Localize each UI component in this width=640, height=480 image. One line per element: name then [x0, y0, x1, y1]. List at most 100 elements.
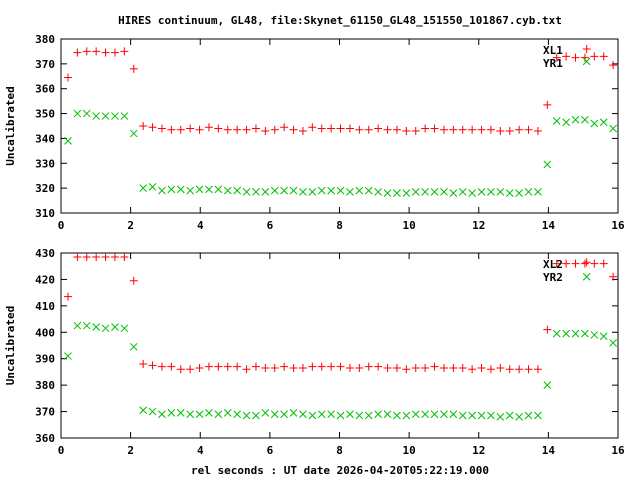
data-point-yr1 [299, 188, 307, 196]
data-point-yr2 [195, 410, 204, 419]
y-tick-label: 340 [35, 132, 55, 145]
data-point-xl1 [486, 125, 495, 134]
x-tick-label: 4 [197, 444, 204, 457]
data-point-yr1 [101, 112, 110, 120]
data-point-xl2 [195, 363, 204, 372]
data-point-yr2 [205, 409, 213, 417]
data-point-yr2 [505, 411, 514, 420]
data-point-xl2 [270, 363, 279, 372]
data-point-yr1 [609, 124, 617, 133]
data-point-yr1 [562, 118, 570, 127]
x-tick-label: 8 [336, 444, 343, 457]
data-point-yr1 [129, 129, 138, 138]
x-tick-label: 6 [267, 219, 274, 232]
data-point-yr2 [299, 410, 307, 419]
x-tick-label: 12 [472, 219, 485, 232]
data-point-xl1 [157, 124, 166, 133]
data-point-xl2 [524, 365, 533, 374]
data-point-yr1 [73, 109, 82, 118]
data-point-yr1 [327, 186, 335, 195]
data-point-xl2 [468, 365, 477, 374]
data-point-xl1 [233, 125, 242, 134]
data-point-xl2 [139, 360, 148, 368]
y-tick-label: 380 [35, 33, 55, 46]
data-point-yr1 [242, 188, 251, 196]
data-point-yr1 [167, 185, 176, 194]
data-point-xl1 [374, 124, 383, 133]
data-point-xl2 [590, 259, 599, 268]
data-point-yr2 [167, 409, 176, 417]
data-point-yr2 [92, 323, 101, 331]
data-point-yr2 [120, 324, 129, 333]
data-point-xl1 [392, 125, 401, 134]
data-point-yr2 [308, 411, 317, 420]
data-point-xl2 [392, 363, 401, 372]
data-point-yr2 [158, 410, 166, 419]
series-yr2 [64, 272, 617, 421]
data-point-yr2 [581, 329, 589, 338]
data-point-xl2 [261, 363, 270, 372]
x-tick-label: 6 [267, 444, 274, 457]
data-point-yr1 [449, 189, 458, 197]
data-point-xl1 [327, 124, 336, 133]
data-point-yr2 [270, 410, 279, 419]
series-xl2 [63, 252, 618, 374]
data-point-yr1 [120, 112, 129, 120]
data-point-yr2 [111, 323, 119, 331]
y-tick-label: 380 [35, 379, 55, 392]
y-tick-label: 360 [35, 83, 55, 96]
data-point-xl1 [590, 52, 599, 61]
data-point-xl2 [421, 363, 430, 372]
data-point-xl2 [571, 259, 580, 268]
data-point-yr2 [571, 329, 580, 338]
x-tick-label: 0 [58, 219, 65, 232]
data-point-yr1 [261, 188, 270, 196]
y-tick-label: 390 [35, 353, 55, 366]
data-point-xl2 [345, 363, 354, 372]
y-tick-label: 330 [35, 157, 55, 170]
plot-panel-2: 0 2 4 6 8 10 12 14 16 360 370 380 390 400 410 420 430 Unc… [4, 247, 625, 457]
data-point-xl2 [458, 363, 467, 372]
data-point-yr1 [477, 188, 486, 196]
data-point-xl1 [92, 47, 101, 56]
data-point-xl2 [336, 362, 345, 371]
data-point-yr1 [111, 112, 119, 120]
data-point-xl1 [336, 124, 345, 133]
data-point-xl2 [411, 363, 420, 372]
data-point-yr1 [176, 185, 185, 194]
y-tick-label: 360 [35, 432, 55, 445]
series-xl1 [63, 44, 618, 135]
plot-panel-1: 0 2 4 6 8 10 12 14 16 310 320 330 340 350 360 370 380 Unc… [4, 33, 625, 232]
data-point-xl2 [355, 363, 364, 372]
data-point-yr1 [581, 115, 589, 124]
data-point-yr1 [355, 186, 364, 195]
data-point-xl1 [599, 52, 608, 61]
data-point-xl2 [609, 272, 618, 281]
data-point-xl2 [374, 362, 383, 371]
data-point-yr2 [214, 410, 223, 419]
data-point-yr1 [205, 185, 213, 194]
data-point-yr2 [599, 332, 608, 341]
data-point-yr2 [355, 411, 364, 420]
data-point-xl1 [242, 125, 251, 134]
data-point-yr2 [421, 410, 429, 419]
data-point-xl2 [242, 365, 251, 374]
data-point-yr2 [440, 410, 448, 419]
data-point-xl1 [139, 122, 148, 130]
data-point-xl2 [562, 259, 571, 268]
data-point-xl1 [204, 123, 213, 132]
data-point-xl2 [223, 362, 232, 371]
data-point-yr1 [92, 112, 101, 120]
data-point-xl2 [298, 363, 307, 372]
data-point-yr1 [270, 186, 279, 195]
x-tick-label: 12 [472, 444, 485, 457]
data-point-xl1 [449, 125, 458, 134]
data-point-yr2 [524, 411, 533, 420]
data-point-yr2 [449, 410, 458, 419]
data-point-yr1 [458, 188, 467, 196]
data-point-yr2 [411, 410, 420, 419]
data-point-yr1 [289, 186, 298, 195]
data-point-yr2 [468, 411, 476, 420]
data-point-yr2 [139, 406, 148, 415]
data-point-xl2 [157, 362, 166, 371]
